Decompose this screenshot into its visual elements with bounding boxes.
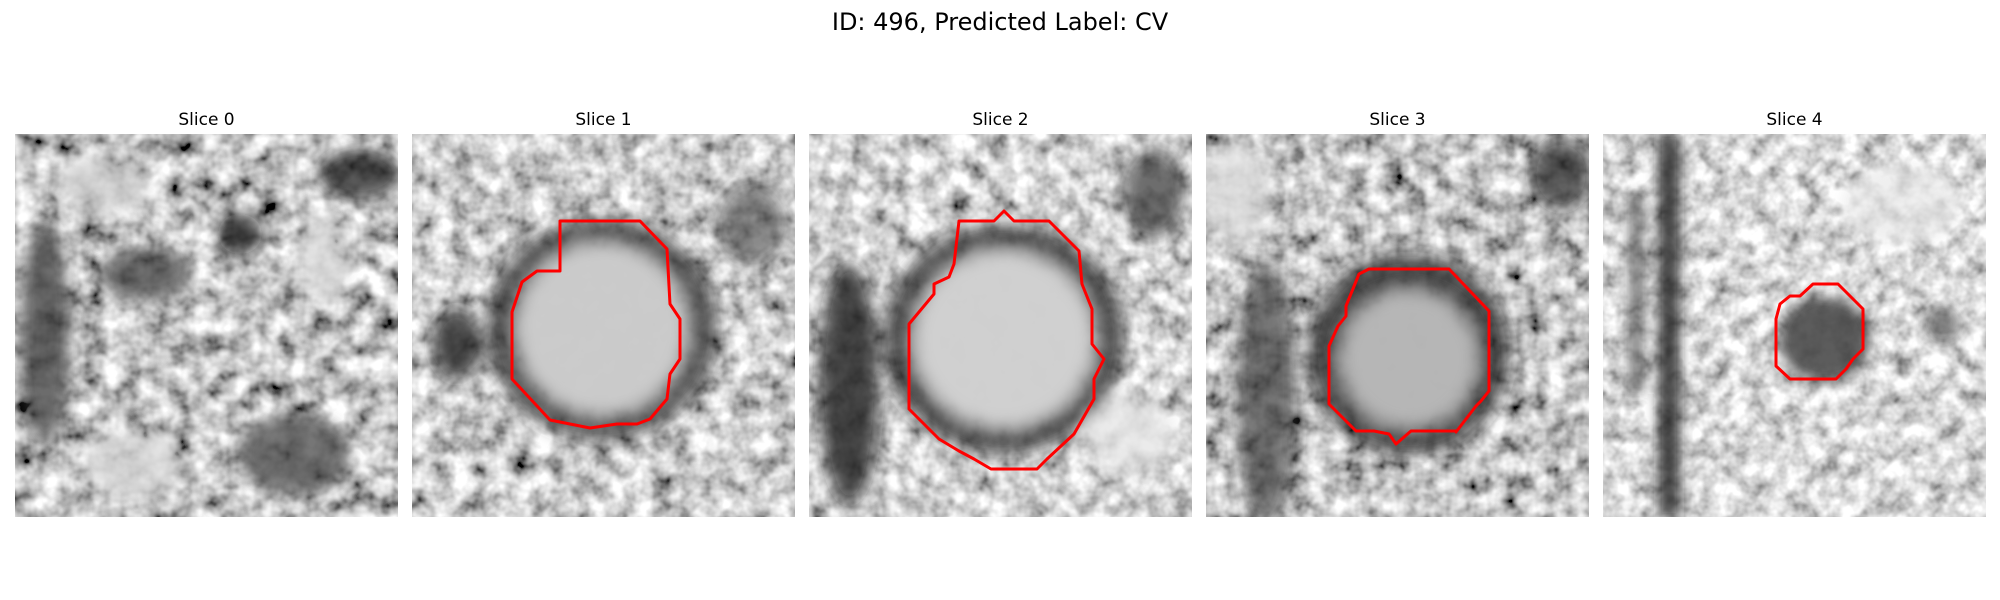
figure-title: ID: 496, Predicted Label: CV [831,8,1169,36]
slice-title-1: Slice 1 [575,110,632,130]
slice-panel-4: Slice 4 [1603,108,1986,520]
slice-title-4: Slice 4 [1766,110,1823,130]
contour-4 [1774,282,1865,381]
slice-image-3 [1206,134,1589,517]
slice-title-3: Slice 3 [1369,110,1426,130]
slice-image-1 [412,134,795,517]
slice-panel-3: Slice 3 [1206,108,1589,520]
slice-panel-0: Slice 0 [15,108,398,520]
slice-image-0 [15,134,398,517]
slice-title-2: Slice 2 [972,110,1029,130]
contour-3 [1327,267,1491,446]
contour-1 [510,219,682,430]
slice-panel-1: Slice 1 [412,108,795,520]
contour-2 [907,209,1106,471]
slice-image-4 [1603,134,1986,517]
slice-image-2 [809,134,1192,517]
slice-panel-2: Slice 2 [809,108,1192,520]
slice-title-0: Slice 0 [178,110,235,130]
